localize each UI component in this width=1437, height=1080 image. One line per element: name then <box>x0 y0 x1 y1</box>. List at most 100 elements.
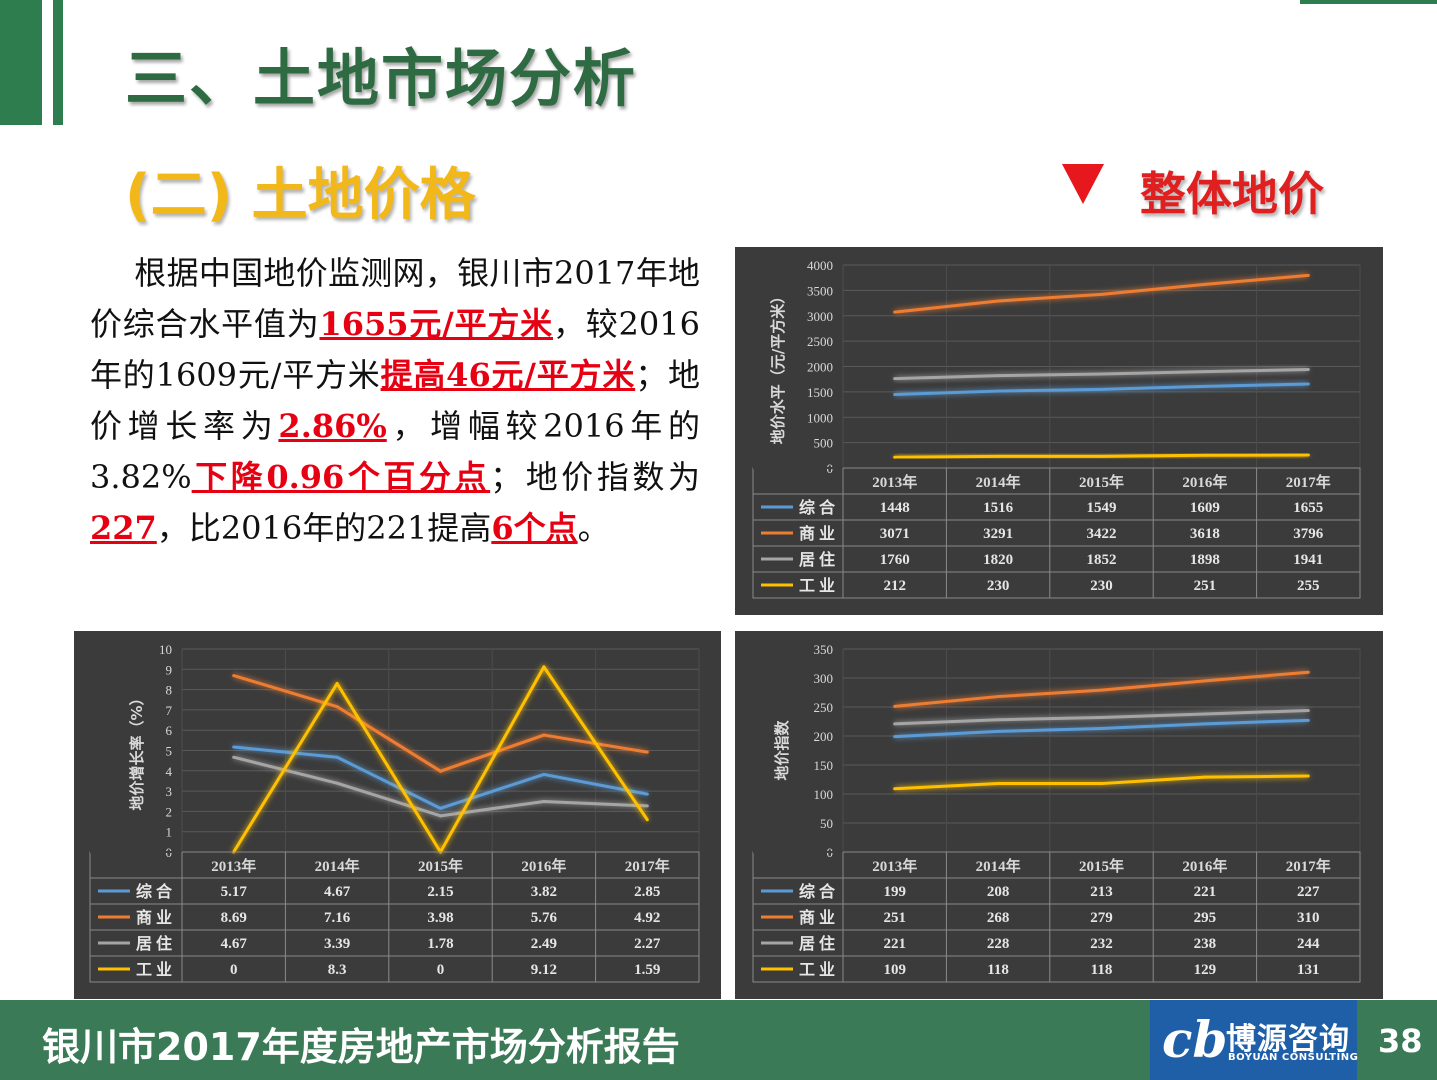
table-value: 1820 <box>983 552 1013 568</box>
table-value: 213 <box>1090 884 1113 900</box>
y-tick-label: 7 <box>166 703 173 718</box>
data-point-综合 <box>232 745 236 749</box>
y-axis-label: 地价增长率（%） <box>128 690 146 810</box>
y-tick-label: 350 <box>814 642 834 657</box>
text-segment: 。 <box>577 509 610 547</box>
text-segment: ，增幅较2016年的3.82% <box>90 407 700 496</box>
table-value: 3796 <box>1293 526 1324 542</box>
data-point-综合 <box>1203 722 1207 726</box>
table-value: 5.17 <box>221 884 248 900</box>
y-axis-label: 地价指数 <box>773 720 791 781</box>
data-table-frame <box>89 851 700 983</box>
table-value: 1516 <box>983 500 1014 516</box>
table-value: 3.98 <box>427 910 453 926</box>
legend-entry-商业: 商业 <box>799 908 839 927</box>
land-growth-rate-chart: 0 1 2 3 4 5 6 7 8 9 10 地价增长率（%） 2013年 2014年 2015年 2016年… <box>74 631 721 999</box>
table-value: 8.69 <box>221 910 247 926</box>
y-tick-label: 3000 <box>807 309 833 324</box>
data-point-居住 <box>1306 708 1310 712</box>
legend-entry-工业: 工业 <box>136 960 176 979</box>
data-point-商业 <box>996 695 1000 699</box>
legend-entry-居住: 居住 <box>136 934 176 953</box>
table-value: 1.78 <box>427 936 453 952</box>
highlight-index-increase: 6个点 <box>491 509 578 547</box>
table-value: 232 <box>1090 936 1113 952</box>
data-point-居住 <box>996 718 1000 722</box>
data-point-综合 <box>893 735 897 739</box>
table-value: 4.92 <box>634 910 660 926</box>
table-value: 199 <box>883 884 906 900</box>
table-value: 7.16 <box>324 910 351 926</box>
y-tick-label: 500 <box>814 436 834 451</box>
x-category-label: 2014年 <box>976 857 1021 875</box>
logo-name-en: BOYUAN CONSULTING <box>1228 1052 1359 1063</box>
x-category-label: 2014年 <box>315 857 360 875</box>
summary-paragraph: 根据中国地价监测网，银川市2017年地价综合水平值为1655元/平方米，较201… <box>90 248 700 554</box>
y-tick-label: 1500 <box>807 385 833 400</box>
data-point-综合 <box>439 806 442 810</box>
data-point-综合 <box>996 389 1000 393</box>
y-tick-label: 100 <box>814 787 834 802</box>
footer-report-title: 银川市2017年度房地产市场分析报告 <box>42 1025 680 1069</box>
y-tick-label: 3 <box>166 784 173 799</box>
table-value: 4.67 <box>221 936 248 952</box>
y-tick-label: 50 <box>820 816 833 831</box>
x-category-label: 2013年 <box>211 857 256 875</box>
table-value: 221 <box>1194 884 1217 900</box>
table-value: 295 <box>1194 910 1217 926</box>
data-point-综合 <box>1203 384 1207 388</box>
table-value: 4.67 <box>324 884 351 900</box>
price-svg: 05001000150020002500300035004000地价水平（元/平… <box>752 258 1361 599</box>
table-value: 2.27 <box>634 936 661 952</box>
data-point-居住 <box>996 374 1000 378</box>
data-table-frame <box>752 851 1361 983</box>
highlight-decrease: 下降0.96个百分点 <box>191 458 491 496</box>
legend-entry-居住: 居住 <box>799 934 839 953</box>
table-value: 131 <box>1297 962 1320 978</box>
legend-entry-居住: 居住 <box>799 550 839 569</box>
data-point-居住 <box>542 799 546 803</box>
triangle-marker-icon <box>1062 164 1104 204</box>
y-tick-label: 2000 <box>807 360 833 375</box>
data-point-商业 <box>1203 282 1207 286</box>
table-value: 244 <box>1297 936 1320 952</box>
data-point-居住 <box>1100 715 1103 719</box>
data-point-综合 <box>645 792 649 796</box>
table-value: 1549 <box>1087 500 1117 516</box>
table-value: 227 <box>1297 884 1320 900</box>
x-category-label: 2015年 <box>418 857 463 875</box>
data-point-居住 <box>1203 370 1207 374</box>
x-category-label: 2015年 <box>1079 857 1124 875</box>
y-tick-label: 4000 <box>807 258 833 273</box>
table-value: 251 <box>883 910 906 926</box>
data-point-工业 <box>1203 453 1207 457</box>
data-point-商业 <box>439 769 442 773</box>
table-value: 221 <box>883 936 906 952</box>
land-price-chart: 05001000150020002500300035004000地价水平（元/平… <box>735 247 1383 615</box>
table-value: 212 <box>883 578 906 594</box>
header-accent-bar-thin <box>53 0 63 125</box>
table-value: 310 <box>1297 910 1320 926</box>
data-point-商业 <box>542 733 546 737</box>
legend-entry-商业: 商业 <box>136 908 176 927</box>
table-value: 2.49 <box>531 936 557 952</box>
table-value: 228 <box>987 936 1010 952</box>
data-point-综合 <box>1100 387 1103 391</box>
data-point-综合 <box>335 755 339 759</box>
text-segment: ，较2016年的1609元/平方米 <box>90 305 700 394</box>
section-marker-label: 整体地价 <box>1140 167 1324 221</box>
table-value: 238 <box>1194 936 1217 952</box>
y-tick-label: 10 <box>159 642 172 657</box>
table-value: 1898 <box>1190 552 1220 568</box>
text-segment: 根据中国地价监测网，银川市2017年地价综合水平值为 <box>90 254 700 343</box>
table-value: 208 <box>987 884 1010 900</box>
data-point-综合 <box>1306 382 1310 386</box>
y-tick-label: 2 <box>166 804 173 819</box>
table-value: 118 <box>987 962 1009 978</box>
table-value: 1941 <box>1293 552 1323 568</box>
legend-entry-商业: 商业 <box>799 524 839 543</box>
data-point-工业 <box>1306 453 1310 457</box>
logo-name-cn: 博源咨询 <box>1226 1022 1350 1057</box>
x-category-label: 2017年 <box>625 857 670 875</box>
table-value: 3618 <box>1190 526 1220 542</box>
